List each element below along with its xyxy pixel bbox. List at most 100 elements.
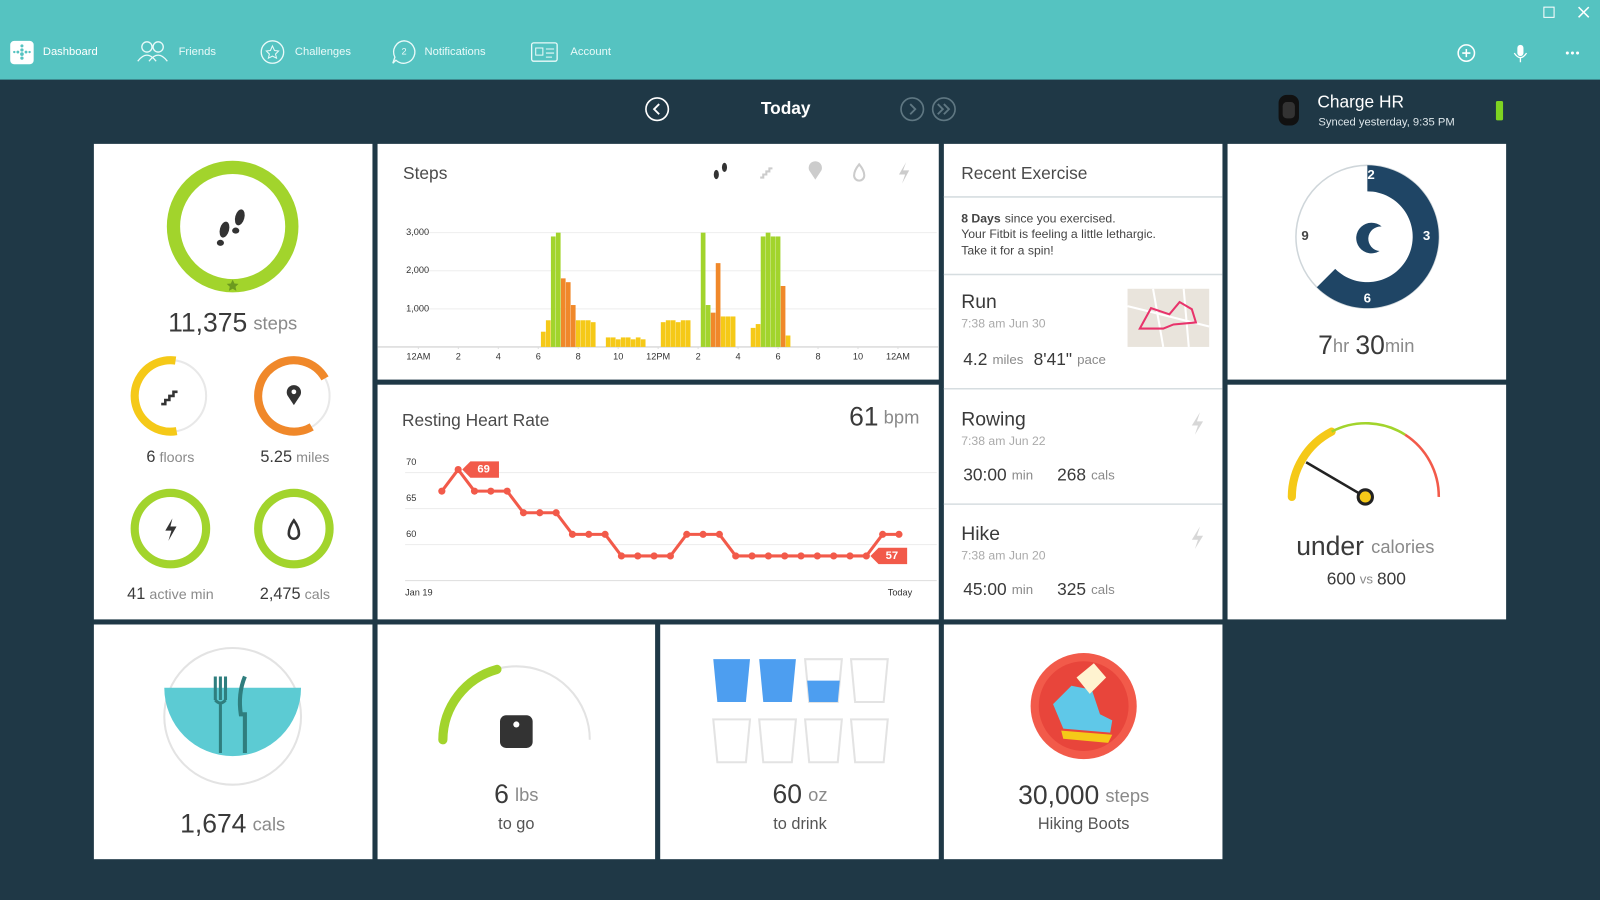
route [1138,300,1198,330]
nav-dashboard[interactable]: Dashboard [10,40,98,65]
x-tick-label: 2 [456,352,461,362]
unit: active min [149,587,213,603]
device[interactable]: Charge HR Synced yesterday, 9:35 PM [1278,92,1504,129]
bar [750,327,756,347]
gauge-hub [1356,488,1374,506]
value: 45:00 [963,578,1006,598]
decor [16,50,20,54]
calories-summary: 2,475 cals [260,585,330,603]
floors-tab[interactable] [760,167,773,179]
hours: 7 [1318,330,1333,360]
x-tick-label: 12AM [406,352,430,362]
knife-icon [237,675,247,754]
point [764,552,772,560]
nav-friends[interactable]: Friends [137,41,217,62]
chart-title: Steps [403,163,448,183]
y-tick-label: 3,000 [406,227,429,237]
decor [219,221,230,238]
nav-challenges[interactable]: Challenges [260,40,351,64]
value: 41 [127,585,145,603]
bar [570,305,576,347]
activity-run[interactable]: Run 7:38 am Jun 30 4.2 miles 8'41" pace [961,288,1210,369]
nav-notifications[interactable]: 2 Notifications [392,40,486,64]
nav-label: Account [570,46,611,58]
point [846,552,854,560]
sync-status: Synced yesterday, 9:35 PM [1318,116,1454,128]
bar [705,305,711,347]
tile-sleep [1227,143,1507,380]
calories-tab[interactable] [853,162,866,182]
decor [1282,102,1295,119]
value: 6 [146,448,155,466]
battery [1495,101,1504,121]
gauge-mid [1331,421,1406,436]
steps-tab[interactable] [713,162,728,180]
clock-label: 9 [1301,228,1308,243]
decor [721,162,728,172]
x-tick-label: Jan 19 [405,587,433,597]
decor [1053,685,1113,733]
point [470,487,479,495]
nav-account[interactable]: Account [530,42,612,62]
distance-summary: 5.25 miles [260,448,329,466]
logo-dots [13,44,31,60]
x-tick-label: 8 [576,352,581,362]
floors-ring [130,356,211,436]
value: 11,375 [168,308,247,338]
y-tick-label: 1,000 [406,303,429,313]
window-restore[interactable] [1543,6,1555,18]
activity-time: 7:38 am Jun 30 [961,317,1046,331]
bar [710,312,716,347]
x-tick-label: 4 [496,352,501,362]
unit: min [1385,335,1415,356]
last-day[interactable] [931,97,956,122]
unit: floors [160,450,195,466]
mic-button[interactable] [1513,44,1528,63]
x-tick-label: 2 [696,352,701,362]
bolt-icon [1191,412,1204,435]
bar [715,263,721,347]
decor [513,721,520,728]
stairs-icon [161,390,178,406]
y-tick-label: 65 [406,493,416,503]
decor [20,44,24,48]
prev-day[interactable] [645,97,670,122]
bar [555,232,561,347]
food-bowl [163,646,303,786]
bar [560,278,566,347]
decor [20,48,24,52]
activity-hike[interactable]: Hike 7:38 am Jun 20 45:00 min 325 cals [961,523,1204,599]
decor [28,50,31,54]
point [454,465,462,474]
activity-rowing[interactable]: Rowing 7:38 am Jun 22 30:00 min 268 cals [961,409,1204,485]
next-day[interactable] [900,97,925,122]
bolt-icon [165,518,177,541]
point [781,552,789,560]
add-button[interactable] [1457,44,1476,62]
value: 268 [1057,464,1086,484]
value: 1,674 [180,809,246,839]
inactive-line: 8 Days since you exercised. [961,212,1115,226]
distance-ring [254,356,334,436]
decor [1517,44,1524,57]
bar [585,320,591,347]
more-button[interactable] [1565,51,1580,55]
unit: min [1012,581,1033,596]
notification-count: 2 [402,46,407,56]
window-close[interactable] [1578,6,1590,18]
unit: cals [1091,581,1115,596]
value: 61 [849,401,879,431]
value: 30,000 [1018,780,1099,810]
distance-tab[interactable] [808,161,822,180]
point [634,552,642,560]
bar [590,322,596,347]
unit: lbs [515,784,538,805]
active-tab[interactable] [898,162,910,184]
point [650,552,658,560]
burned: 800 [1377,568,1406,588]
caption: to go [498,815,534,833]
annotation: 69 [477,464,489,476]
point [813,552,821,560]
calorie-compare: 600 vs 800 [1327,568,1406,588]
point [699,530,707,538]
